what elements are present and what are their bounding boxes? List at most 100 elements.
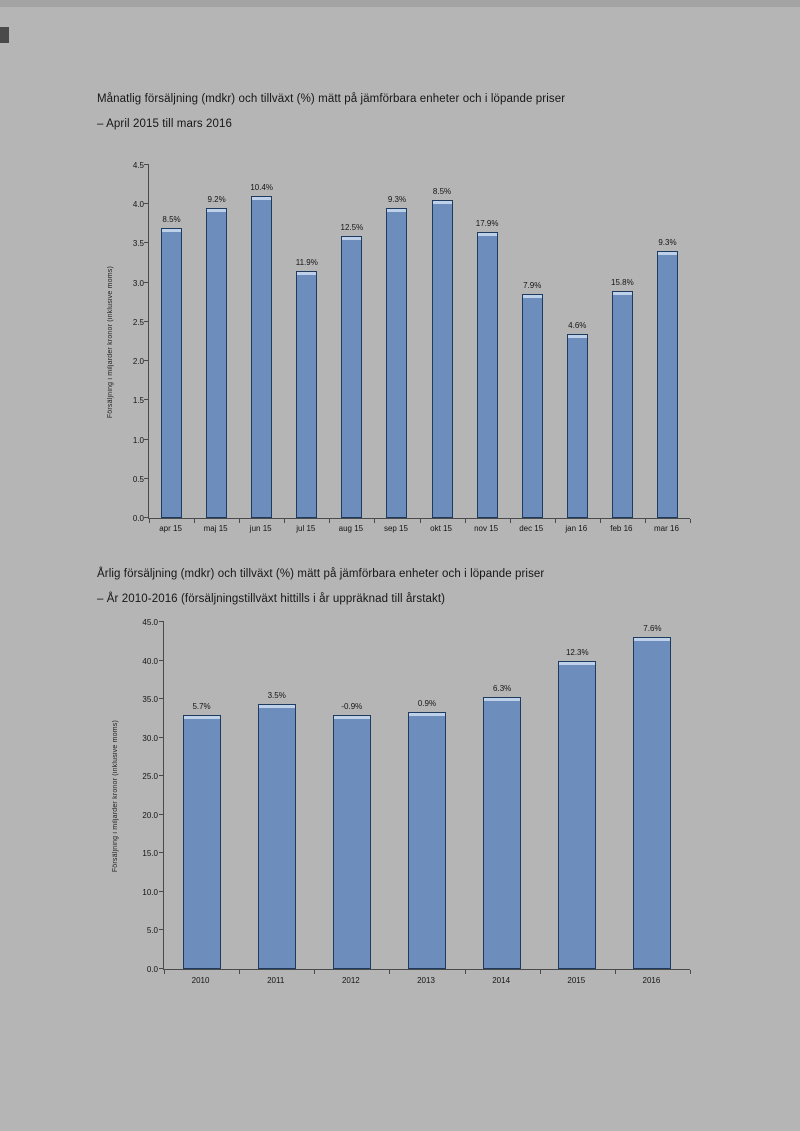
y-axis-tick-mark	[144, 320, 149, 322]
y-axis-tick-mark	[159, 775, 164, 777]
bar-value-label: 6.3%	[493, 683, 512, 693]
bar-2010	[182, 714, 221, 969]
bar-top-highlight	[484, 697, 521, 701]
bar-2015	[558, 661, 597, 969]
y-axis-tick-label: 0.0	[132, 514, 144, 523]
bar-value-label: 11.9%	[295, 257, 318, 267]
y-axis-tick-mark	[144, 242, 149, 244]
x-axis-tick-mark	[389, 970, 391, 974]
bar-value-label: 12.5%	[340, 222, 364, 232]
bar-2014	[483, 696, 522, 969]
bar-value-label: 7.6%	[643, 624, 662, 634]
y-axis-tick-mark	[144, 477, 149, 479]
y-axis-tick-mark	[159, 852, 164, 854]
bar-top-highlight	[409, 713, 445, 717]
y-axis-tick-label: 2.0	[132, 357, 144, 367]
y-axis-tick-mark	[159, 968, 164, 969]
y-axis-tick-mark	[159, 929, 164, 931]
bar-value-label: 10.4%	[250, 183, 274, 193]
bar-aug-15	[341, 235, 363, 518]
bar-2012	[332, 714, 371, 969]
bar-top-highlight	[342, 236, 362, 240]
y-axis-tick-label: 35.0	[142, 695, 158, 705]
y-axis-title: Försäljning i miljarder kronor (inklusiv…	[108, 622, 122, 970]
y-axis-tick-label: 0.5	[132, 474, 144, 484]
y-axis-tick-label: 3.0	[132, 278, 144, 288]
bar-2013	[408, 712, 446, 969]
bar-value-label: 5.7%	[192, 701, 211, 711]
x-axis-tick-label: 2011	[267, 976, 285, 985]
bar-top-highlight	[477, 232, 497, 236]
bar-value-label: 3.5%	[267, 690, 286, 700]
x-axis-tick-mark	[690, 519, 691, 523]
y-axis-tick-labels: 0.0 0.5 1.0 1.5 2.0 2.5 3.0 3.5 4.0 4.5	[114, 161, 144, 523]
y-axis-tick-mark	[159, 659, 164, 661]
bar-value-label: -0.9%	[341, 701, 363, 711]
bar-mar-16	[656, 251, 678, 518]
bar-value-label: 9.2%	[207, 195, 226, 205]
y-axis-tick-label: 5.0	[146, 926, 158, 936]
x-axis-tick-mark	[554, 519, 556, 523]
bar-top-highlight	[634, 638, 671, 642]
y-axis-tick-mark	[144, 399, 149, 401]
bar-jun-15	[251, 196, 273, 518]
scan-artifact-left-notch	[0, 27, 9, 43]
chart-subtitle: – År 2010-2016 (försäljningstillväxt hit…	[97, 593, 446, 605]
x-axis-tick-mark	[419, 519, 421, 523]
bar-top-highlight	[612, 291, 632, 295]
bar-sep-15	[386, 208, 408, 518]
plot-area: 5.7% 3.5% -0.9% 0.9% 6.3% 12.3% 7.6%	[159, 621, 691, 974]
bar-apr-15	[161, 227, 183, 518]
y-axis-tick-mark	[159, 621, 164, 622]
y-axis-tick-label: 3.5	[132, 239, 144, 249]
x-axis-labels: apr 15 maj 15 jun 15 jul 15 aug 15 sep 15 okt …	[148, 524, 690, 536]
bar-jan-16	[566, 333, 588, 518]
y-axis-tick-mark	[144, 203, 149, 205]
bar-top-highlight	[258, 704, 295, 708]
y-axis-tick-mark	[159, 698, 164, 700]
y-axis-tick-mark	[144, 360, 149, 362]
x-axis-labels: 2010 2011 2012 2013 2014 2015 2016	[163, 976, 690, 988]
bar-top-highlight	[333, 715, 370, 719]
bar-value-label: 0.9%	[417, 699, 437, 709]
bar-value-label: 12.3%	[565, 648, 589, 658]
bar-top-highlight	[207, 209, 227, 213]
y-axis-title-text: Försäljning i miljarder kronor (inklusiv…	[111, 719, 119, 873]
x-axis-tick-mark	[464, 519, 466, 523]
bar-value-label: 17.9%	[475, 218, 499, 228]
x-axis-tick-mark	[194, 519, 196, 523]
x-axis-tick-mark	[239, 519, 241, 523]
chart-subtitle: – April 2015 till mars 2016	[97, 118, 233, 130]
y-axis-tick-label: 1.5	[132, 396, 144, 406]
x-axis-tick-mark	[149, 519, 150, 523]
y-axis-tick-label: 20.0	[142, 810, 158, 820]
bar-2011	[257, 703, 296, 969]
y-axis-tick-mark	[159, 890, 164, 892]
bar-top-highlight	[387, 209, 407, 213]
x-axis-tick-label: 2013	[417, 976, 435, 985]
x-axis-tick-label: 2014	[492, 976, 511, 985]
y-axis-tick-labels: 0.0 5.0 10.0 15.0 20.0 25.0 30.0 35.0 40.0 45.0	[122, 618, 158, 974]
x-axis-tick-mark	[164, 970, 165, 974]
x-axis-tick-mark	[239, 970, 241, 974]
bar-value-label: 8.5%	[432, 187, 452, 197]
x-axis-tick-label: okt 15	[430, 524, 452, 533]
bar-top-highlight	[657, 252, 677, 256]
y-axis-tick-label: 4.5	[132, 161, 144, 170]
x-axis-tick-label: jul 15	[296, 524, 316, 533]
bar-top-highlight	[567, 334, 587, 338]
x-axis-tick-mark	[539, 970, 541, 974]
y-axis-tick-mark	[159, 813, 164, 815]
y-axis-tick-label: 10.0	[142, 887, 158, 897]
x-axis-tick-label: apr 15	[159, 524, 182, 533]
x-axis-tick-label: 2012	[341, 976, 360, 985]
y-axis-tick-label: 40.0	[142, 656, 158, 666]
bar-2016	[633, 637, 672, 969]
bar-top-highlight	[162, 228, 182, 232]
y-axis-title-text: Försäljning i miljarder kronor (inklusiv…	[106, 265, 114, 419]
y-axis-tick-label: 4.0	[132, 200, 144, 210]
x-axis-tick-label: jun 15	[249, 524, 272, 533]
bar-okt-15	[431, 200, 453, 518]
x-axis-tick-label: maj 15	[203, 524, 228, 533]
